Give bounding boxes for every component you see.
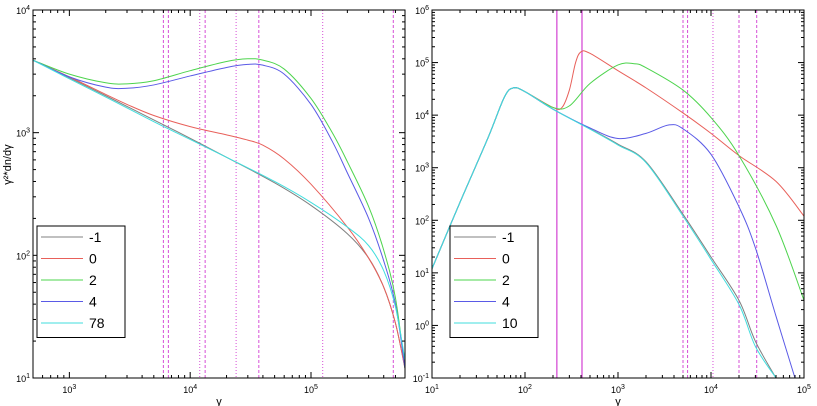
x-axis-label: γ bbox=[615, 396, 621, 406]
legend: -1 0 2 4 10 bbox=[449, 225, 539, 338]
plot-frame bbox=[32, 9, 406, 379]
y-tick-label: 10-1 bbox=[413, 373, 429, 384]
x-tick-label: 104 bbox=[704, 384, 718, 395]
y-tick-label: 104 bbox=[16, 5, 30, 16]
legend-entry--1: -1 bbox=[502, 229, 515, 245]
legend: -1 0 2 4 78 bbox=[36, 225, 126, 338]
legend-entry-0: 0 bbox=[502, 251, 510, 267]
legend-box bbox=[449, 225, 539, 338]
y-tick-label: 100 bbox=[415, 320, 429, 331]
y-tick-label: 101 bbox=[415, 268, 429, 279]
y-tick-label: 103 bbox=[16, 128, 30, 139]
legend-entry-78: 78 bbox=[89, 315, 105, 331]
x-tick-label: 105 bbox=[304, 384, 318, 395]
series-line-78 bbox=[33, 59, 405, 361]
chart-panel-0: 103 104 105 101 102 103 104 γ γ²*dn/dγ -1 0 2 4 78 bbox=[2, 5, 406, 406]
ticks bbox=[431, 9, 805, 379]
legend-entry-2: 2 bbox=[502, 272, 510, 288]
legend-entry-0: 0 bbox=[89, 251, 97, 267]
series-line-0 bbox=[33, 59, 405, 369]
y-tick-label: 106 bbox=[415, 5, 429, 16]
legend-entry-4: 4 bbox=[502, 294, 510, 310]
x-axis-label: γ bbox=[216, 396, 222, 406]
legend-entry--1: -1 bbox=[89, 229, 102, 245]
y-tick-label: 102 bbox=[415, 215, 429, 226]
legend-entry-10: 10 bbox=[502, 315, 518, 331]
legend-entry-4: 4 bbox=[89, 294, 97, 310]
y-axis-label: γ²*dn/dγ bbox=[2, 144, 14, 185]
legend-box bbox=[36, 225, 126, 338]
x-tick-label: 105 bbox=[797, 384, 811, 395]
ticks bbox=[32, 9, 406, 379]
y-tick-label: 103 bbox=[415, 163, 429, 174]
series-line-2 bbox=[33, 58, 405, 369]
x-tick-label: 104 bbox=[183, 384, 197, 395]
series-lines bbox=[432, 50, 804, 378]
y-tick-label: 101 bbox=[16, 373, 30, 384]
x-tick-label: 101 bbox=[425, 384, 439, 395]
series-line-10 bbox=[432, 87, 777, 378]
y-tick-label: 102 bbox=[16, 250, 30, 261]
reference-lines bbox=[556, 10, 758, 378]
x-tick-label: 103 bbox=[611, 384, 625, 395]
x-tick-label: 102 bbox=[518, 384, 532, 395]
y-tick-label: 104 bbox=[415, 110, 429, 121]
x-tick-label: 103 bbox=[62, 384, 76, 395]
legend-entry-2: 2 bbox=[89, 272, 97, 288]
series-line-4 bbox=[33, 59, 405, 369]
series-lines bbox=[33, 58, 405, 369]
y-tick-label: 105 bbox=[415, 58, 429, 69]
chart-panel-1: 101 102 103 104 10510-1100101102103104105106… bbox=[413, 5, 811, 406]
